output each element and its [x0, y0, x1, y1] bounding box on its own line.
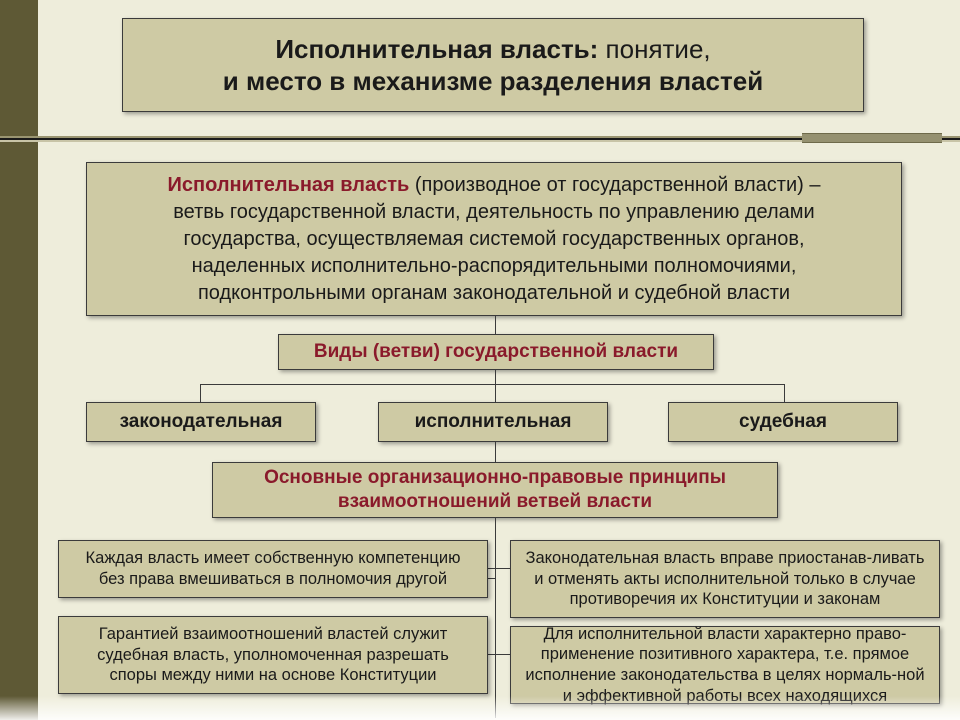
connector	[495, 518, 496, 718]
title-line2: и место в механизме разделения властей	[223, 65, 763, 98]
connector	[495, 316, 496, 334]
definition-line2: ветвь государственной власти, деятельнос…	[173, 199, 814, 226]
sidebar-stripe	[0, 0, 38, 720]
connector	[488, 578, 495, 579]
principles-header-l1: Основные организационно-правовые принцип…	[264, 466, 726, 490]
branches-header: Виды (ветви) государственной власти	[278, 334, 714, 370]
branch-executive: исполнительная	[378, 402, 608, 442]
principle-box-4: Для исполнительной власти характерно пра…	[510, 626, 940, 704]
definition-lead: Исполнительная власть	[168, 174, 410, 196]
horizontal-divider	[0, 136, 960, 142]
definition-box: Исполнительная власть (производное от го…	[86, 162, 902, 316]
fade-overlay	[0, 696, 960, 720]
title-rest: понятие,	[598, 34, 710, 64]
definition-rest1: (производное от государственной власти) …	[409, 174, 820, 196]
principles-header-l2: взаимоотношений ветвей власти	[264, 490, 726, 514]
definition-line1: Исполнительная власть (производное от го…	[168, 172, 821, 199]
title-bold: Исполнительная власть:	[275, 34, 598, 64]
connector	[200, 384, 784, 385]
connector	[495, 370, 496, 384]
connector	[784, 384, 785, 402]
principle-box-2: Гарантией взаимоотношений властей служит…	[58, 616, 488, 694]
branch-legislative: законодательная	[86, 402, 316, 442]
connector	[495, 384, 496, 402]
connector	[495, 442, 496, 462]
title-box: Исполнительная власть: понятие, и место …	[122, 18, 864, 112]
connector	[488, 654, 510, 655]
definition-line3: государства, осуществляемая системой гос…	[183, 226, 804, 253]
principle-box-1: Каждая власть имеет собственную компетен…	[58, 540, 488, 598]
principle-box-3: Законодательная власть вправе приостанав…	[510, 540, 940, 618]
connector	[200, 384, 201, 402]
principles-header: Основные организационно-правовые принцип…	[212, 462, 778, 518]
definition-line5: подконтрольными органам законодательной …	[198, 280, 790, 307]
title-line1: Исполнительная власть: понятие,	[275, 33, 710, 66]
connector	[488, 568, 510, 569]
branch-judicial: судебная	[668, 402, 898, 442]
definition-line4: наделенных исполнительно-распорядительны…	[192, 253, 797, 280]
